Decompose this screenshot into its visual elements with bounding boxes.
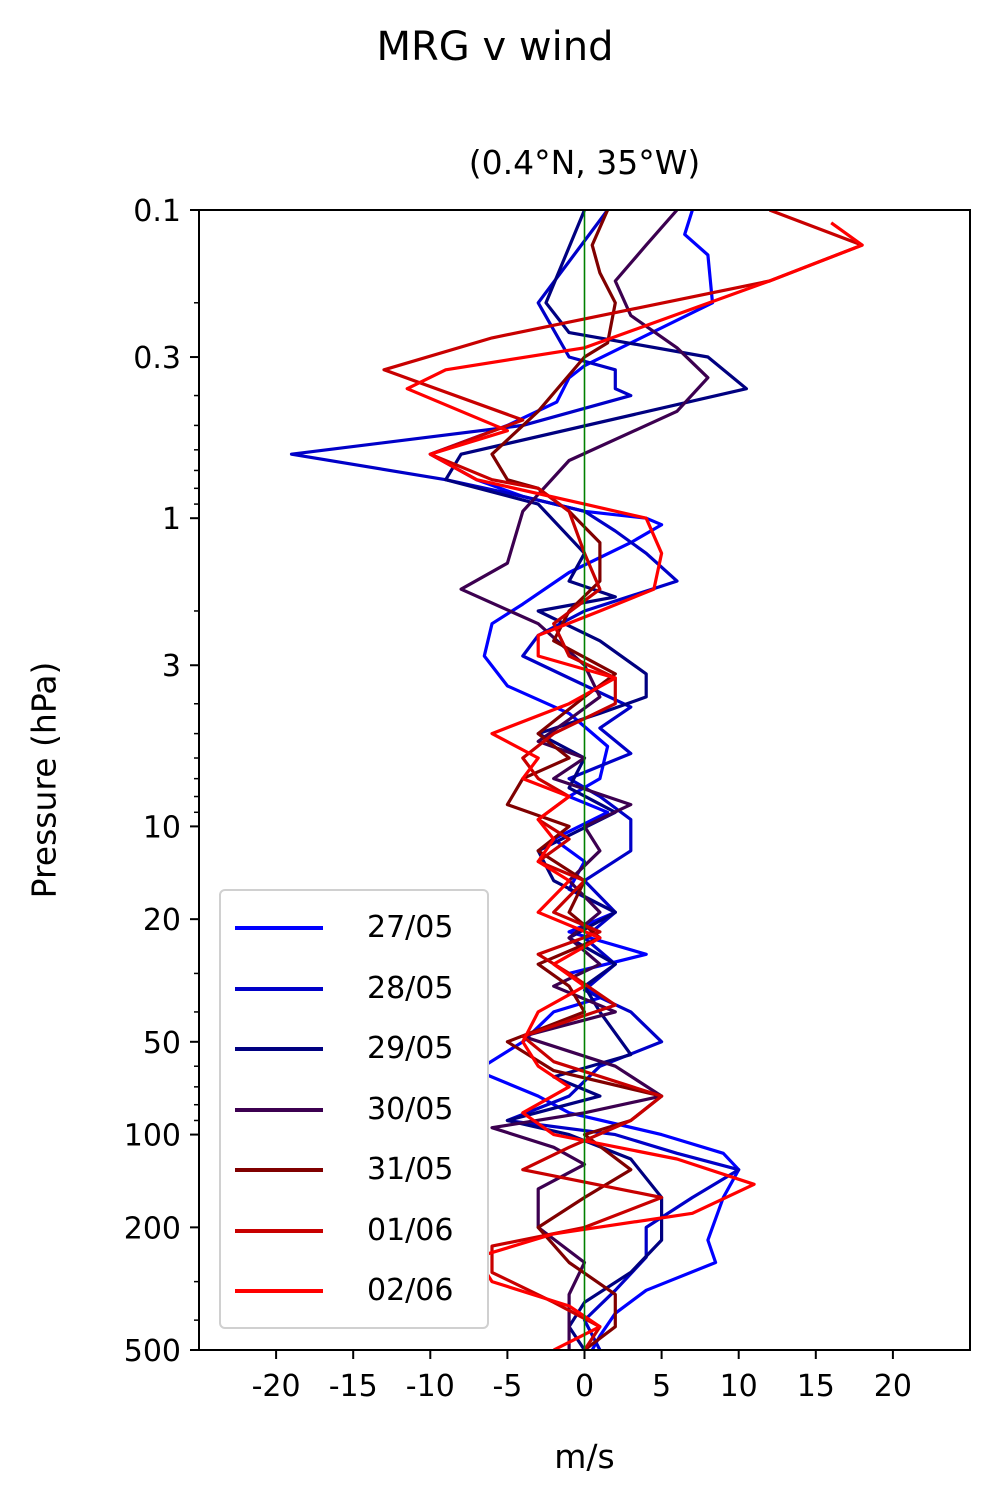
x-tick-label: -10 bbox=[406, 1369, 455, 1404]
legend-line-swatch bbox=[235, 1289, 323, 1293]
legend-line-swatch bbox=[235, 1168, 323, 1172]
series-line-31/05 bbox=[490, 210, 664, 1350]
legend-label: 30/05 bbox=[367, 1091, 454, 1127]
figure-title: MRG v wind bbox=[376, 24, 614, 70]
legend-line-swatch bbox=[235, 1107, 323, 1112]
legend-label: 31/05 bbox=[367, 1152, 454, 1187]
x-axis-label: m/s bbox=[554, 1437, 615, 1476]
x-tick-label: 5 bbox=[652, 1369, 671, 1404]
x-tick-label: -20 bbox=[252, 1369, 301, 1404]
y-tick-label: 10 bbox=[143, 810, 181, 845]
y-tick-label: 100 bbox=[124, 1119, 181, 1154]
legend-line-swatch bbox=[235, 986, 323, 991]
legend-line-swatch bbox=[235, 926, 323, 930]
y-tick-label: 0.3 bbox=[133, 341, 181, 376]
legend-label: 27/05 bbox=[367, 910, 454, 945]
y-tick-label: 200 bbox=[124, 1211, 181, 1246]
legend-label: 28/05 bbox=[367, 970, 454, 1006]
legend-line-swatch bbox=[235, 1228, 323, 1233]
y-tick-label: 500 bbox=[124, 1334, 181, 1369]
legend: 27/05 28/05 29/05 30/05 31/05 01/06 02/06 bbox=[219, 889, 489, 1329]
y-tick-label: 3 bbox=[162, 649, 181, 684]
x-tick-label: 10 bbox=[720, 1369, 758, 1404]
legend-item-30/05: 30/05 bbox=[233, 1092, 483, 1128]
legend-item-29/05: 29/05 bbox=[233, 1031, 483, 1067]
legend-label: 02/06 bbox=[367, 1273, 454, 1308]
x-tick-label: 15 bbox=[797, 1369, 835, 1404]
series-line-30/05 bbox=[459, 210, 710, 1350]
legend-item-27/05: 27/05 bbox=[233, 910, 483, 946]
y-tick-label: 50 bbox=[143, 1026, 181, 1061]
legend-line-swatch bbox=[235, 1047, 323, 1051]
legend-item-02/06: 02/06 bbox=[233, 1273, 483, 1309]
y-axis-label: Pressure (hPa) bbox=[24, 661, 64, 899]
x-tick-label: -5 bbox=[492, 1369, 522, 1404]
x-tick-label: -15 bbox=[329, 1369, 378, 1404]
legend-item-28/05: 28/05 bbox=[233, 971, 483, 1007]
x-tick-label: 20 bbox=[874, 1369, 912, 1404]
series-line-01/06 bbox=[382, 210, 864, 1350]
series-line-02/06 bbox=[405, 221, 864, 1350]
plot-subtitle: (0.4°N, 35°W) bbox=[468, 143, 701, 182]
legend-label: 29/05 bbox=[367, 1031, 454, 1066]
legend-item-31/05: 31/05 bbox=[233, 1152, 483, 1188]
y-tick-label: 20 bbox=[143, 903, 181, 938]
legend-label: 01/06 bbox=[367, 1212, 454, 1248]
legend-item-01/06: 01/06 bbox=[233, 1213, 483, 1249]
y-tick-label: 0.1 bbox=[133, 194, 181, 229]
x-tick-label: 0 bbox=[575, 1369, 594, 1404]
y-tick-label: 1 bbox=[162, 502, 181, 537]
